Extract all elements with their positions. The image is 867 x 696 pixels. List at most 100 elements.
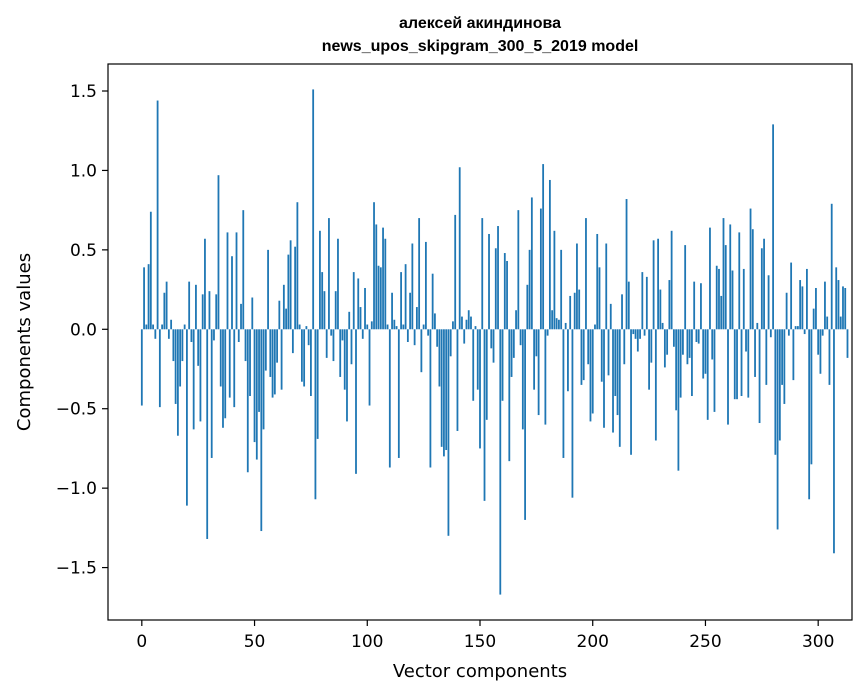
bar bbox=[772, 124, 774, 330]
bar bbox=[745, 329, 747, 352]
bar bbox=[415, 307, 418, 330]
bar bbox=[754, 329, 756, 377]
bar bbox=[474, 326, 477, 330]
bar bbox=[596, 233, 599, 330]
bar bbox=[271, 329, 274, 398]
bar bbox=[576, 243, 578, 330]
y-axis-ticks: −1.5 −1.0 −0.5 0.0 0.5 1.0 1.5 bbox=[56, 82, 108, 579]
bar bbox=[483, 329, 486, 501]
bar bbox=[618, 329, 621, 447]
bar bbox=[472, 329, 475, 401]
bar bbox=[819, 329, 822, 374]
bar bbox=[454, 214, 457, 330]
bar bbox=[569, 295, 572, 330]
bar bbox=[197, 329, 200, 366]
bar bbox=[731, 270, 734, 330]
bar bbox=[614, 329, 617, 397]
bar bbox=[492, 329, 495, 363]
x-tick-label: 100 bbox=[351, 632, 383, 652]
bar bbox=[397, 329, 400, 458]
bar bbox=[364, 287, 366, 330]
bar bbox=[289, 240, 292, 330]
bar bbox=[821, 329, 824, 336]
y-tick-label: 1.0 bbox=[70, 161, 97, 181]
bar bbox=[594, 324, 596, 330]
bar bbox=[742, 268, 745, 330]
bar bbox=[824, 281, 826, 330]
bar bbox=[395, 326, 398, 330]
bar bbox=[585, 218, 587, 330]
bar bbox=[305, 326, 308, 330]
bar bbox=[562, 329, 565, 458]
bar bbox=[711, 329, 714, 360]
bar bbox=[720, 295, 723, 330]
bar bbox=[233, 329, 236, 408]
bar bbox=[143, 267, 145, 330]
bar bbox=[666, 329, 669, 355]
bar bbox=[767, 275, 770, 330]
bar bbox=[154, 329, 157, 339]
bar bbox=[163, 292, 166, 330]
bar bbox=[294, 246, 297, 330]
bar bbox=[781, 329, 784, 385]
bar bbox=[639, 329, 641, 339]
bar bbox=[765, 329, 768, 385]
bar bbox=[368, 329, 371, 406]
x-tick-label: 150 bbox=[464, 632, 496, 652]
bar bbox=[228, 329, 231, 398]
y-tick-label: 0.0 bbox=[70, 320, 97, 340]
bar bbox=[323, 291, 326, 330]
bar bbox=[740, 329, 743, 397]
bar bbox=[654, 329, 657, 441]
bar bbox=[246, 329, 249, 473]
bar bbox=[510, 329, 513, 377]
bar bbox=[783, 329, 786, 404]
bar bbox=[488, 233, 490, 330]
bar bbox=[181, 329, 184, 362]
bar bbox=[332, 329, 335, 362]
bar bbox=[411, 243, 414, 330]
bar bbox=[298, 324, 301, 330]
bar bbox=[632, 329, 635, 335]
bar bbox=[303, 329, 306, 387]
bar bbox=[476, 329, 479, 390]
bar bbox=[176, 329, 179, 436]
bar bbox=[447, 329, 450, 536]
bar bbox=[431, 273, 434, 330]
bar bbox=[145, 324, 148, 330]
bar bbox=[319, 230, 321, 330]
bar bbox=[571, 329, 574, 498]
bar bbox=[361, 329, 364, 339]
bar bbox=[677, 329, 680, 471]
bar bbox=[373, 202, 375, 330]
bar bbox=[722, 218, 725, 330]
bar bbox=[424, 241, 427, 330]
bar bbox=[465, 319, 468, 330]
bar bbox=[208, 291, 211, 330]
bar bbox=[393, 319, 396, 330]
bar bbox=[267, 249, 269, 330]
bar bbox=[785, 292, 788, 330]
bar bbox=[206, 329, 209, 539]
bar bbox=[526, 284, 529, 330]
bar bbox=[307, 329, 310, 346]
bar bbox=[499, 329, 502, 595]
bar bbox=[452, 321, 454, 330]
bar bbox=[792, 329, 795, 381]
bar bbox=[553, 230, 556, 330]
bar bbox=[434, 313, 436, 330]
bar bbox=[156, 100, 159, 330]
bar bbox=[636, 329, 639, 352]
bar bbox=[251, 297, 254, 330]
bar bbox=[833, 329, 835, 554]
bar bbox=[736, 329, 738, 400]
bar bbox=[528, 249, 531, 330]
bar bbox=[535, 329, 538, 357]
bar bbox=[273, 329, 276, 395]
bar bbox=[537, 329, 540, 416]
bar bbox=[751, 229, 754, 330]
bar bbox=[352, 272, 355, 330]
bar bbox=[544, 329, 547, 425]
bar bbox=[733, 329, 736, 400]
